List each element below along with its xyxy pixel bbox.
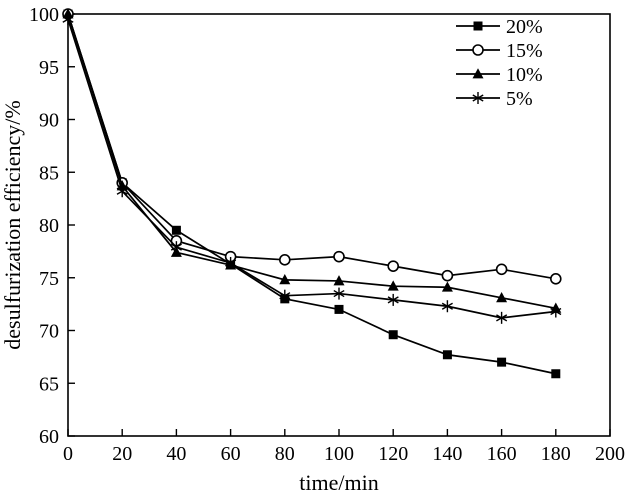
- y-tick-label: 85: [39, 162, 59, 184]
- y-tick-label: 70: [39, 321, 59, 343]
- filled-square-marker-icon: [171, 225, 181, 235]
- x-tick-label: 20: [112, 443, 132, 465]
- x-tick-label: 0: [63, 443, 73, 465]
- legend-label: 20%: [506, 16, 543, 38]
- x-tick-label: 180: [541, 443, 571, 465]
- asterisk-marker-icon: [279, 289, 291, 302]
- filled-triangle-marker-icon: [496, 291, 508, 303]
- asterisk-marker-icon: [496, 311, 508, 324]
- asterisk-marker-icon: [170, 241, 182, 254]
- legend-label: 15%: [506, 40, 543, 62]
- x-tick-label: 40: [166, 443, 186, 465]
- open-circle-marker-icon: [278, 254, 291, 266]
- asterisk-marker-icon: [387, 293, 399, 306]
- filled-square-marker-icon: [388, 330, 398, 340]
- open-circle-marker-icon: [472, 44, 484, 56]
- y-tick-label: 60: [39, 426, 59, 448]
- y-tick-label: 90: [39, 110, 59, 132]
- series-line: [67, 19, 556, 319]
- y-tick-label: 75: [39, 268, 59, 290]
- y-tick-label: 95: [39, 57, 59, 79]
- filled-triangle-marker-icon: [333, 275, 345, 286]
- filled-square-marker-icon: [334, 304, 344, 314]
- open-circle-marker-icon: [387, 260, 400, 272]
- legend-item-5%: 5%: [456, 88, 533, 110]
- y-tick-label: 65: [39, 373, 59, 395]
- asterisk-marker-icon: [472, 92, 484, 104]
- asterisk-marker-icon: [333, 287, 345, 300]
- legend-label: 5%: [506, 88, 533, 110]
- legend-item-20%: 20%: [456, 16, 543, 38]
- x-tick-label: 160: [487, 443, 517, 465]
- series-15%: [62, 8, 562, 285]
- x-tick-label: 120: [378, 443, 408, 465]
- asterisk-marker-icon: [62, 13, 74, 26]
- filled-square-marker-icon: [551, 369, 561, 379]
- filled-triangle-marker-icon: [387, 280, 399, 291]
- legend-label: 10%: [506, 64, 543, 86]
- y-tick-label: 100: [29, 4, 59, 26]
- filled-triangle-marker-icon: [441, 281, 453, 292]
- asterisk-marker-icon: [441, 300, 453, 313]
- legend-item-10%: 10%: [456, 64, 543, 86]
- open-circle-marker-icon: [495, 263, 508, 276]
- filled-triangle-marker-icon: [279, 274, 291, 285]
- x-tick-label: 140: [432, 443, 462, 465]
- filled-square-marker-icon: [442, 350, 452, 360]
- filled-square-marker-icon: [473, 21, 483, 31]
- series-line: [67, 13, 556, 280]
- filled-square-marker-icon: [497, 357, 507, 367]
- asterisk-marker-icon: [550, 305, 562, 318]
- x-tick-label: 80: [275, 443, 295, 465]
- x-tick-label: 200: [595, 443, 625, 465]
- x-axis-label: time/min: [299, 470, 378, 495]
- asterisk-marker-icon: [225, 256, 237, 269]
- x-tick-label: 60: [221, 443, 241, 465]
- open-circle-marker-icon: [441, 269, 454, 282]
- open-circle-marker-icon: [333, 250, 345, 263]
- y-tick-label: 80: [39, 215, 59, 237]
- series-5%: [62, 13, 562, 324]
- filled-triangle-marker-icon: [472, 68, 484, 79]
- asterisk-marker-icon: [116, 185, 128, 198]
- series-line: [67, 13, 556, 375]
- y-axis-label: desulfurization efficiency/%: [0, 100, 25, 349]
- open-circle-marker-icon: [549, 273, 562, 285]
- legend-item-15%: 15%: [456, 40, 543, 62]
- legend: 20%15%10%5%: [456, 16, 543, 110]
- x-tick-label: 100: [324, 443, 354, 465]
